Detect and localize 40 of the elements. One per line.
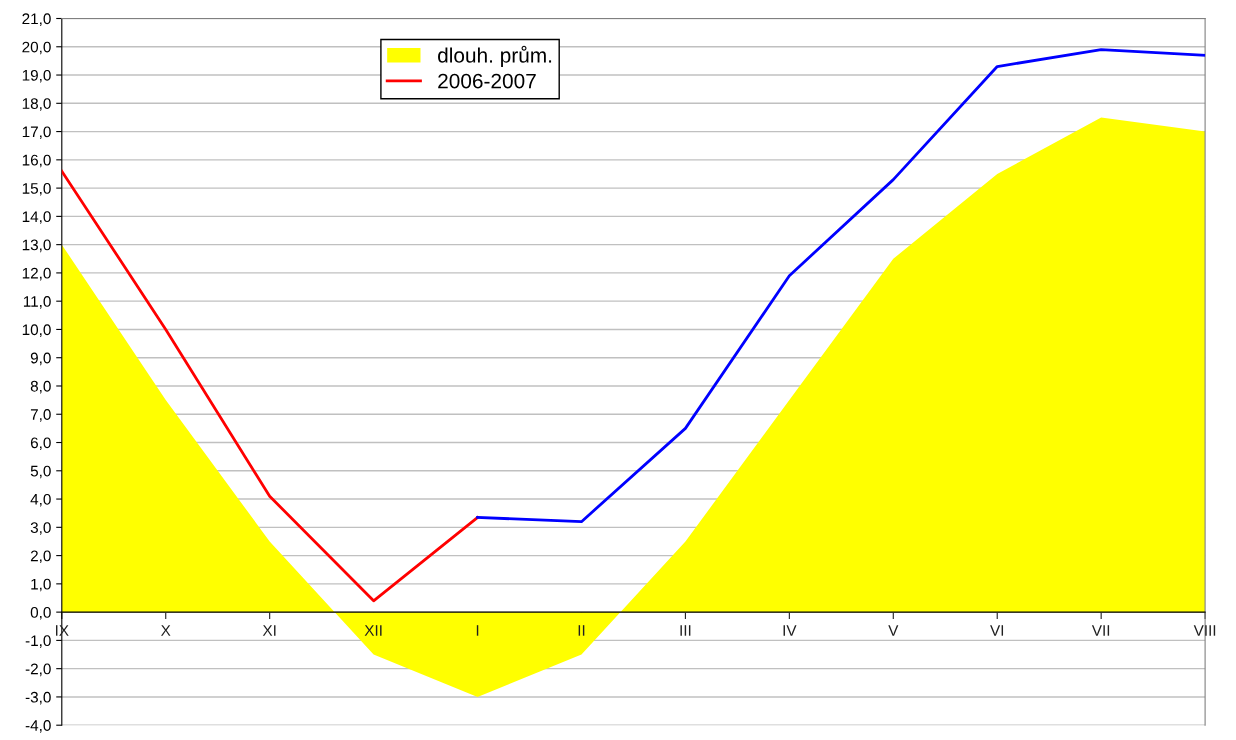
y-tick-label: 10,0 — [22, 324, 51, 337]
y-tick-label: 16,0 — [22, 154, 51, 168]
y-tick-label: -3,0 — [25, 691, 51, 705]
y-tick-label: 14,0 — [22, 211, 51, 224]
x-tick-label: XII — [364, 625, 382, 636]
y-tick-label: 9,0 — [30, 352, 51, 366]
y-tick-label: 12,0 — [22, 267, 51, 281]
x-tick-label: IV — [783, 625, 797, 636]
y-tick-label: -1,0 — [25, 635, 51, 648]
y-tick-label: 0,0 — [30, 607, 51, 620]
y-tick-label: 18,0 — [22, 98, 51, 111]
x-tick-label: V — [888, 625, 899, 636]
y-tick-label: 2,0 — [30, 550, 51, 564]
y-tick-label: 15,0 — [22, 182, 51, 196]
y-tick-label: 4,0 — [30, 493, 51, 507]
legend-label: dlouh. prům. — [438, 45, 552, 67]
y-tick-label: 7,0 — [30, 409, 51, 422]
y-tick-label: 20,0 — [22, 41, 51, 55]
y-tick-label: 13,0 — [22, 239, 51, 253]
x-tick-label: I — [476, 625, 479, 636]
y-tick-label: 6,0 — [30, 437, 51, 451]
y-tick-label: 3,0 — [30, 522, 51, 535]
y-tick-label: 1,0 — [31, 578, 51, 592]
y-tick-label: -2,0 — [25, 663, 51, 677]
x-tick-label: X — [160, 625, 171, 636]
y-tick-label: -4,0 — [25, 720, 51, 733]
y-tick-label: 17,0 — [22, 126, 51, 140]
legend-label: 2006-2007 — [438, 73, 536, 89]
y-tick-label: 5,0 — [30, 465, 51, 479]
y-tick-label: 8,0 — [30, 380, 51, 394]
y-tick-label: 11,0 — [23, 296, 51, 309]
x-tick-label: VI — [990, 625, 1004, 636]
x-tick-label: VIII — [1193, 625, 1216, 636]
x-tick-label: III — [680, 625, 691, 636]
y-tick-label: 19,0 — [22, 69, 51, 83]
x-tick-label: VII — [1091, 625, 1110, 636]
x-tick-label: II — [578, 625, 585, 636]
x-tick-label: XI — [262, 625, 276, 636]
y-tick-label: 21,0 — [22, 13, 51, 26]
line-series — [61, 169, 479, 603]
